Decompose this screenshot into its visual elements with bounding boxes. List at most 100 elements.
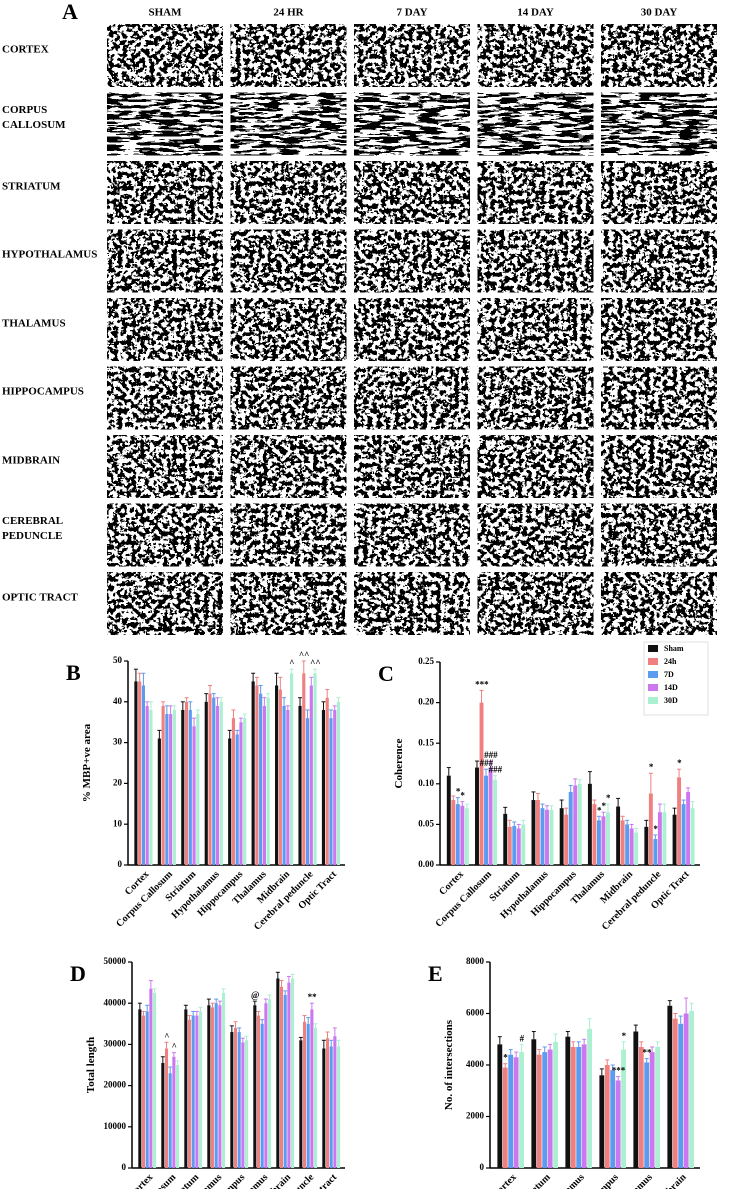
bar	[516, 828, 521, 865]
row-label: HYPOTHALAMUS	[2, 248, 98, 261]
bar	[488, 767, 493, 865]
bar	[176, 1065, 180, 1168]
bar	[169, 714, 173, 865]
bar	[214, 1003, 218, 1168]
bar	[502, 1067, 508, 1168]
bar	[568, 791, 573, 865]
bar	[686, 791, 691, 865]
bar	[321, 709, 326, 865]
bar	[605, 812, 610, 865]
bar	[218, 1005, 222, 1168]
micrograph	[354, 229, 470, 293]
annotation: *	[649, 762, 654, 772]
bar	[253, 1005, 257, 1168]
bar	[455, 804, 460, 865]
legend-swatch	[648, 671, 658, 678]
micrograph	[107, 503, 223, 567]
legend-label: Sham	[664, 644, 684, 653]
bar	[141, 685, 145, 865]
bar	[620, 820, 625, 865]
micrograph	[354, 298, 470, 361]
x-tick-label: Striatum	[518, 1172, 553, 1189]
bar	[314, 1027, 318, 1168]
legend-label: 14D	[664, 683, 678, 692]
bar	[275, 685, 279, 865]
bar	[667, 1005, 673, 1168]
row-label: MIDBRAIN	[2, 454, 61, 466]
bar	[333, 1036, 337, 1168]
bar	[235, 734, 239, 865]
annotation: *	[622, 1031, 627, 1041]
micrograph	[477, 161, 594, 224]
micrograph	[354, 161, 470, 224]
annotation: *	[601, 801, 606, 811]
bar	[245, 1040, 249, 1168]
bar	[310, 1009, 314, 1168]
micrograph	[477, 503, 594, 567]
bar	[329, 1046, 333, 1168]
bar	[260, 1023, 264, 1168]
bar	[195, 1015, 199, 1168]
micrograph	[354, 92, 470, 156]
bar	[215, 705, 220, 865]
bar	[542, 1052, 548, 1168]
bar	[536, 1054, 542, 1168]
y-tick-label: 0.05	[418, 818, 434, 828]
legend-label: 30D	[664, 696, 678, 705]
row-label: CORTEX	[2, 43, 49, 55]
bar	[153, 992, 157, 1168]
bar	[313, 673, 317, 865]
bar	[615, 1080, 621, 1168]
bar	[521, 824, 526, 865]
annotation: **	[308, 992, 318, 1002]
bar	[278, 689, 282, 865]
micrograph	[107, 435, 223, 498]
bar	[302, 1021, 307, 1168]
y-tick-label: 2000	[466, 1111, 485, 1121]
bar	[305, 718, 310, 865]
bar	[192, 726, 196, 865]
y-tick-label: 40	[113, 696, 123, 706]
bar	[231, 718, 236, 865]
bar	[233, 1027, 238, 1168]
bar	[241, 1042, 245, 1168]
y-tick-label: 0	[118, 859, 123, 869]
bar	[138, 681, 142, 865]
bar	[157, 738, 161, 865]
bar	[672, 1018, 678, 1168]
y-tick-label: 30000	[104, 1038, 127, 1048]
bar	[208, 693, 212, 865]
bar	[168, 1073, 172, 1168]
micrograph	[107, 161, 223, 224]
micrograph	[601, 503, 717, 567]
annotation: *	[653, 824, 658, 834]
bar	[451, 800, 456, 865]
x-tick-label: Thalamus	[617, 1172, 655, 1189]
bar	[545, 809, 549, 865]
micrograph	[601, 366, 717, 430]
bar	[172, 709, 176, 865]
bar	[145, 705, 149, 865]
annotation: ^^	[299, 650, 309, 660]
y-tick-label: 0.10	[418, 778, 434, 788]
bar	[681, 804, 686, 865]
micrograph	[107, 572, 223, 635]
micrograph	[354, 366, 470, 430]
annotation: ###	[480, 758, 494, 768]
y-tick-label: 20	[113, 777, 123, 787]
annotation: @	[251, 990, 259, 1000]
bar	[507, 826, 512, 865]
bar	[657, 812, 662, 865]
micrograph	[601, 24, 717, 87]
bar	[513, 1057, 519, 1168]
bar	[282, 705, 286, 865]
micrograph	[477, 24, 594, 87]
bar	[601, 816, 606, 865]
bar	[299, 1040, 303, 1168]
annotation: #	[520, 1033, 525, 1043]
bar	[165, 714, 169, 865]
y-tick-label: 6000	[466, 1008, 485, 1018]
bar	[336, 701, 341, 865]
panel-label: C	[378, 661, 394, 686]
